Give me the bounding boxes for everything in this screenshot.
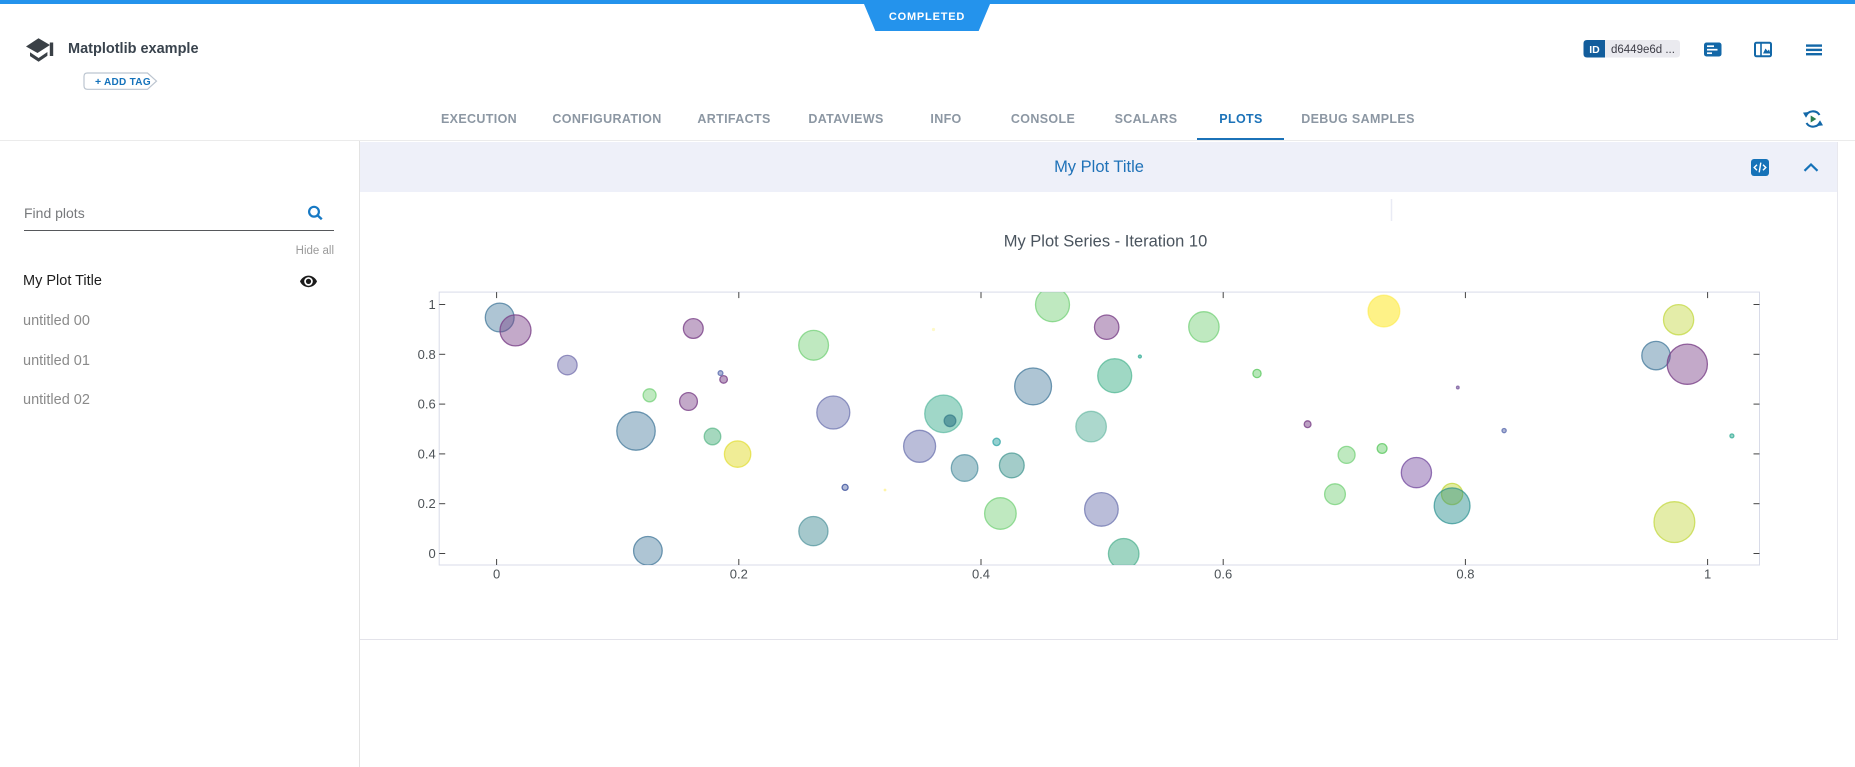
svg-text:0.2: 0.2 — [730, 567, 748, 582]
svg-text:0.8: 0.8 — [1456, 567, 1474, 582]
svg-text:ADD TAG: ADD TAG — [104, 77, 151, 88]
svg-text:0.4: 0.4 — [972, 567, 990, 582]
svg-text:0.4: 0.4 — [418, 446, 436, 461]
svg-text:0.6: 0.6 — [1214, 567, 1232, 582]
svg-text:1: 1 — [1704, 567, 1711, 582]
svg-text:0: 0 — [428, 546, 435, 561]
svg-text:0.6: 0.6 — [418, 397, 436, 412]
svg-text:My Plot Series - Iteration 10: My Plot Series - Iteration 10 — [1004, 233, 1208, 251]
svg-text:+: + — [95, 76, 101, 88]
svg-text:d6449e6d ...: d6449e6d ... — [1611, 44, 1675, 56]
svg-text:1: 1 — [428, 297, 435, 312]
svg-text:0.8: 0.8 — [418, 347, 436, 362]
svg-text:0.2: 0.2 — [418, 496, 436, 511]
svg-text:0: 0 — [493, 567, 500, 582]
svg-text:ID: ID — [1589, 44, 1600, 56]
